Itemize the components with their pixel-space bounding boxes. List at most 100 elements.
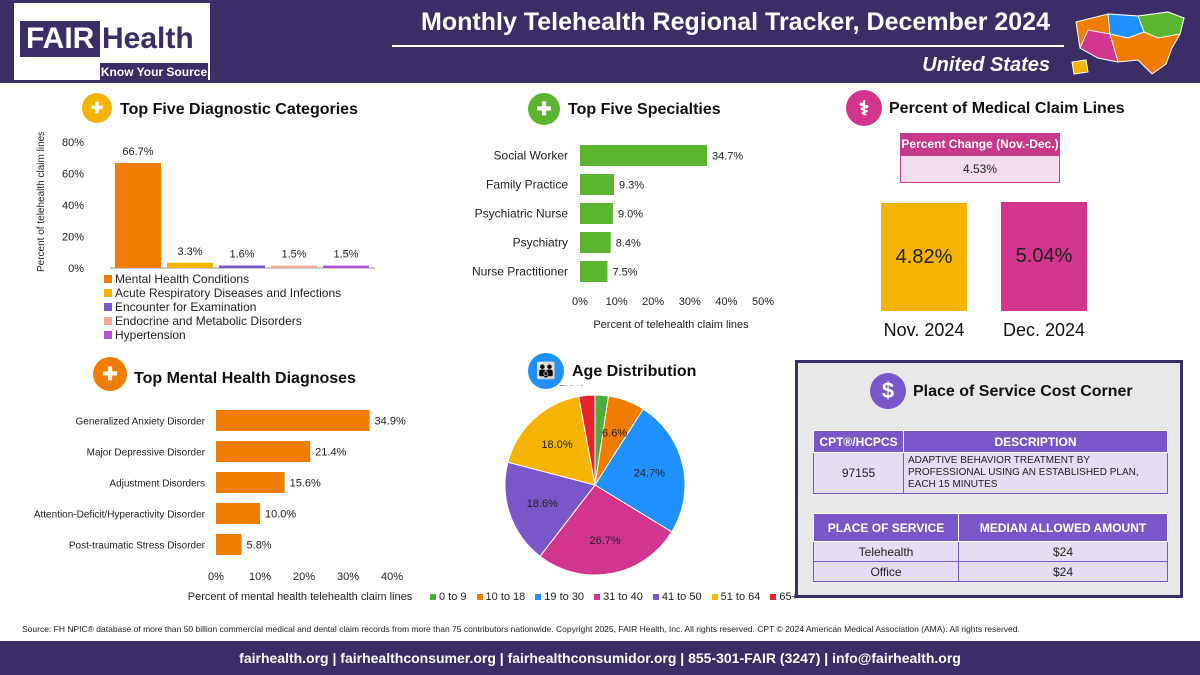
pie-label: 2.4% bbox=[604, 385, 629, 386]
legend-swatch bbox=[104, 289, 112, 297]
specialties-title: Top Five Specialties bbox=[568, 101, 721, 118]
legend-label: 31 to 40 bbox=[603, 591, 643, 603]
table-row: Office $24 bbox=[813, 561, 1168, 582]
specialties-bar bbox=[580, 145, 708, 166]
mental-health-x-tick: 20% bbox=[293, 571, 315, 583]
age-legend: 0 to 9 10 to 18 19 to 30 31 to 40 41 to 50 51… bbox=[430, 590, 798, 604]
cost-corner-title: Place of Service Cost Corner bbox=[913, 383, 1133, 400]
specialties-x-tick: 50% bbox=[752, 296, 774, 308]
specialties-bar bbox=[580, 232, 611, 253]
specialties-bar-label: 9.0% bbox=[618, 209, 643, 221]
mental-health-bar bbox=[216, 410, 370, 431]
mental-health-x-tick: 0% bbox=[208, 571, 224, 583]
legend-swatch bbox=[594, 594, 601, 600]
diagnostic-bar bbox=[167, 262, 213, 268]
pie-label: 18.0% bbox=[541, 439, 572, 451]
diagnostic-y-tick: 20% bbox=[62, 232, 84, 244]
description-header: DESCRIPTION bbox=[903, 430, 1168, 453]
mental-health-bar-label: 15.6% bbox=[290, 478, 321, 490]
percent-change-value: 4.53% bbox=[900, 155, 1060, 183]
legend-label: 51 to 64 bbox=[720, 591, 761, 603]
legend-item: Mental Health Conditions bbox=[104, 272, 364, 286]
specialties-xlabel: Percent of telehealth claim lines bbox=[593, 319, 749, 331]
diagnostic-bar-label: 1.5% bbox=[333, 249, 358, 261]
nov-label: Nov. 2024 bbox=[883, 320, 965, 340]
cpt-code: 97155 bbox=[813, 452, 904, 494]
specialties-category-label: Psychiatry bbox=[513, 236, 568, 250]
pos-amount: $24 bbox=[958, 561, 1168, 582]
legend-label: Encounter for Examination bbox=[115, 300, 257, 314]
specialties-bar bbox=[580, 174, 615, 195]
legend-swatch bbox=[430, 594, 436, 600]
pie-slice bbox=[539, 484, 673, 576]
diagnostic-bar-label: 1.6% bbox=[229, 248, 254, 260]
legend-swatch bbox=[711, 594, 718, 600]
logo-tagline: Know Your Source bbox=[100, 63, 208, 81]
mental-health-category-label: Post-traumatic Stress Disorder bbox=[69, 541, 206, 552]
footer-links[interactable]: fairhealth.org | fairhealthconsumer.org … bbox=[0, 641, 1200, 675]
pie-label: 18.6% bbox=[527, 498, 558, 510]
legend-label: 65+ bbox=[779, 591, 799, 603]
cpt-header: CPT®/HCPCS bbox=[813, 430, 904, 453]
diagnostic-chart: Percent of telehealth claim lines 0% 20% 4… bbox=[36, 132, 375, 272]
mental-health-title: Top Mental Health Diagnoses bbox=[134, 370, 356, 387]
medical-kit-icon: ✚ bbox=[93, 357, 127, 391]
mental-health-bar-label: 21.4% bbox=[315, 447, 346, 459]
pie-slice bbox=[578, 394, 596, 486]
legend-item: 10 to 18 bbox=[476, 590, 526, 604]
legend-swatch bbox=[652, 594, 659, 600]
logo[interactable]: FAIR Health Know Your Source bbox=[14, 3, 210, 81]
dec-label: Dec. 2024 bbox=[1002, 320, 1086, 340]
mental-health-category-label: Generalized Anxiety Disorder bbox=[75, 417, 205, 428]
legend-label: 0 to 9 bbox=[439, 591, 467, 603]
diagnostic-bar bbox=[271, 265, 317, 268]
pie-slice bbox=[594, 408, 686, 533]
medical-bag-icon: ✚ bbox=[528, 93, 560, 125]
legend-swatch bbox=[476, 594, 483, 600]
specialties-category-label: Psychiatric Nurse bbox=[475, 207, 569, 221]
pos-header: PLACE OF SERVICE bbox=[813, 513, 959, 542]
age-title: Age Distribution bbox=[572, 363, 697, 380]
header-banner: FAIR Health Know Your Source Monthly Tel… bbox=[0, 0, 1200, 83]
mental-health-xlabel: Percent of mental health telehealth clai… bbox=[188, 591, 413, 603]
legend-item: 51 to 64 bbox=[711, 590, 761, 604]
logo-fair-text: FAIR bbox=[20, 21, 101, 57]
specialties-x-tick: 0% bbox=[572, 296, 588, 308]
legend-swatch bbox=[104, 275, 112, 283]
diagnostic-y-tick: 60% bbox=[62, 169, 84, 181]
legend-label: Hypertension bbox=[115, 328, 186, 342]
mental-health-chart: Generalized Anxiety Disorder 34.9% Major D… bbox=[34, 410, 413, 603]
diagnostic-ylabel: Percent of telehealth claim lines bbox=[36, 132, 47, 272]
pos-place: Office bbox=[813, 561, 959, 582]
mental-health-bar bbox=[216, 472, 285, 493]
mental-health-category-label: Major Depressive Disorder bbox=[87, 448, 206, 459]
stethoscope-hands-icon: ✚ bbox=[82, 93, 112, 123]
diagnostic-bar-label: 1.5% bbox=[281, 249, 306, 261]
legend-label: 10 to 18 bbox=[485, 591, 526, 603]
diagnostic-bar bbox=[323, 265, 369, 268]
diagnostic-bar bbox=[219, 265, 265, 268]
mental-health-bar-label: 10.0% bbox=[265, 509, 296, 521]
mental-health-bar bbox=[216, 503, 260, 524]
diagnostic-legend: Mental Health Conditions Acute Respirator… bbox=[104, 272, 364, 342]
percent-change-label: Percent Change (Nov.-Dec.) bbox=[900, 133, 1060, 155]
specialties-bar-label: 34.7% bbox=[712, 151, 743, 163]
mental-health-x-tick: 40% bbox=[381, 571, 403, 583]
specialties-bar-label: 9.3% bbox=[619, 180, 644, 192]
specialties-x-tick: 30% bbox=[679, 296, 701, 308]
mental-health-bar-label: 5.8% bbox=[247, 540, 272, 552]
mental-health-category-label: Adjustment Disorders bbox=[109, 479, 205, 490]
mental-health-x-tick: 30% bbox=[337, 571, 359, 583]
legend-item: Endocrine and Metabolic Disorders bbox=[104, 314, 364, 328]
legend-item: 41 to 50 bbox=[652, 590, 702, 604]
logo-health-text: Health bbox=[102, 22, 194, 55]
legend-item: 65+ bbox=[770, 590, 798, 604]
specialties-bar bbox=[580, 203, 613, 224]
pos-table: PLACE OF SERVICE MEDIAN ALLOWED AMOUNT T… bbox=[813, 513, 1168, 582]
specialties-bar-label: 8.4% bbox=[616, 238, 641, 250]
pie-label: 26.7% bbox=[590, 535, 621, 547]
legend-swatch bbox=[104, 303, 112, 311]
us-map-icon bbox=[1071, 11, 1185, 75]
specialties-category-label: Social Worker bbox=[494, 149, 568, 163]
pie-slice bbox=[507, 395, 596, 486]
